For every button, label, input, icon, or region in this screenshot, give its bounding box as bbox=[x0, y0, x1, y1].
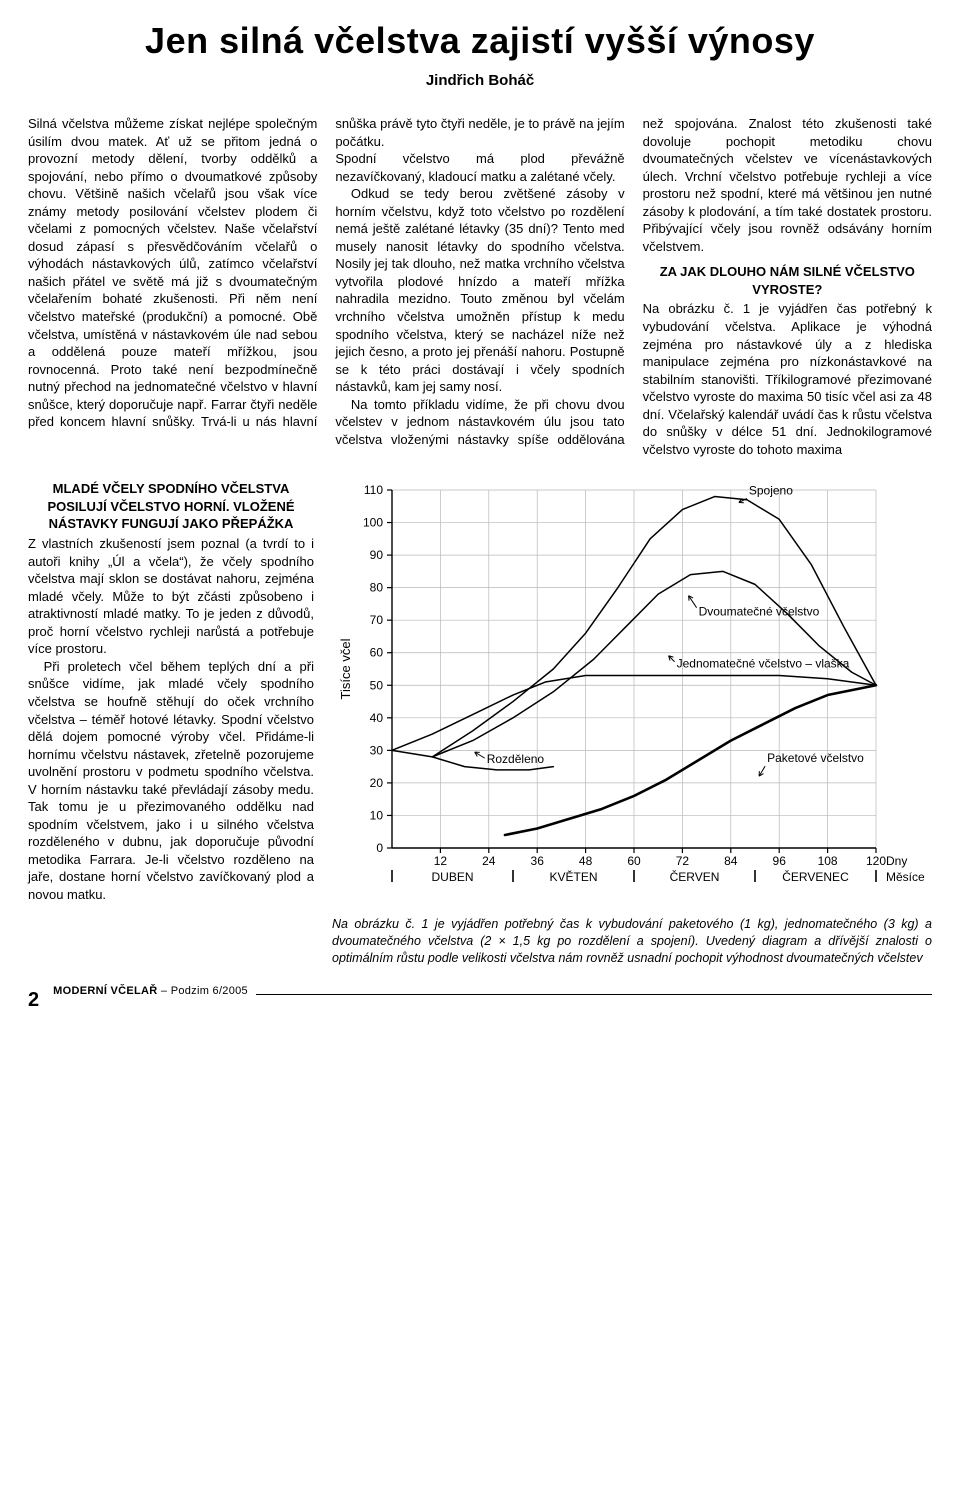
svg-text:20: 20 bbox=[370, 776, 384, 790]
svg-text:Měsíce: Měsíce bbox=[886, 870, 925, 884]
page-number: 2 bbox=[28, 989, 39, 1012]
svg-text:100: 100 bbox=[363, 516, 383, 530]
svg-text:110: 110 bbox=[364, 483, 383, 497]
left-column: MLADÉ VČELY SPODNÍHO VČELSTVA POSILUJÍ V… bbox=[28, 472, 314, 967]
svg-text:70: 70 bbox=[370, 614, 384, 628]
svg-text:60: 60 bbox=[627, 854, 641, 868]
svg-text:ČERVENEC: ČERVENEC bbox=[782, 869, 849, 884]
svg-text:108: 108 bbox=[818, 854, 838, 868]
svg-text:Jednomatečné včelstvo – vlaška: Jednomatečné včelstvo – vlaška bbox=[677, 657, 850, 671]
svg-text:Dny: Dny bbox=[886, 854, 907, 868]
issue: – Podzim 6/2005 bbox=[161, 985, 248, 997]
svg-text:12: 12 bbox=[434, 854, 448, 868]
svg-text:50: 50 bbox=[370, 679, 384, 693]
svg-text:84: 84 bbox=[724, 854, 738, 868]
chart-caption: Na obrázku č. 1 je vyjádřen potřebný čas… bbox=[332, 916, 932, 967]
magazine-name: MODERNÍ VČELAŘ bbox=[53, 985, 157, 997]
svg-text:Paketové včelstvo: Paketové včelstvo bbox=[767, 752, 864, 766]
svg-text:Rozděleno: Rozděleno bbox=[487, 753, 545, 767]
lower-section: MLADÉ VČELY SPODNÍHO VČELSTVA POSILUJÍ V… bbox=[28, 472, 932, 967]
chart-column: 0 10 20 30 40 50 60 70 80 90 100 110 Tisíce včel 12 24… bbox=[332, 472, 932, 967]
paragraph: Odkud se tedy berou zvětšené zásoby v ho… bbox=[335, 185, 624, 396]
svg-text:Dvoumatečné včelstvo: Dvoumatečné včelstvo bbox=[699, 605, 820, 619]
page-footer: 2 MODERNÍ VČELAŘ – Podzim 6/2005 bbox=[28, 989, 932, 1012]
svg-text:30: 30 bbox=[370, 744, 384, 758]
page-title: Jen silná včelstva zajistí vyšší výnosy bbox=[28, 20, 932, 62]
svg-text:Tisíce včel: Tisíce včel bbox=[338, 639, 353, 700]
svg-text:72: 72 bbox=[676, 854, 690, 868]
svg-text:Spojeno: Spojeno bbox=[749, 484, 793, 498]
svg-text:80: 80 bbox=[370, 581, 384, 595]
svg-text:10: 10 bbox=[370, 809, 384, 823]
svg-text:24: 24 bbox=[482, 854, 496, 868]
chart: 0 10 20 30 40 50 60 70 80 90 100 110 Tisíce včel 12 24… bbox=[332, 476, 932, 906]
svg-text:KVĚTEN: KVĚTEN bbox=[549, 869, 597, 884]
body-columns: Silná včelstva můžeme získat nejlépe spo… bbox=[28, 115, 932, 458]
svg-text:0: 0 bbox=[376, 841, 383, 855]
paragraph: Z vlastních zkušeností jsem poznal (a tv… bbox=[28, 535, 314, 658]
svg-text:96: 96 bbox=[773, 854, 787, 868]
paragraph: Při proletech včel během teplých dní a p… bbox=[28, 658, 314, 904]
svg-text:36: 36 bbox=[531, 854, 545, 868]
paragraph: Na obrázku č. 1 je vyjádřen čas potřebný… bbox=[643, 300, 932, 458]
section-heading: ZA JAK DLOUHO NÁM SILNÉ VČELSTVO VYROSTE… bbox=[643, 263, 932, 298]
svg-text:40: 40 bbox=[370, 711, 384, 725]
svg-text:60: 60 bbox=[370, 646, 384, 660]
svg-text:48: 48 bbox=[579, 854, 593, 868]
svg-text:120: 120 bbox=[866, 854, 886, 868]
svg-text:DUBEN: DUBEN bbox=[431, 870, 473, 884]
svg-text:ČERVEN: ČERVEN bbox=[670, 869, 720, 884]
author: Jindřich Boháč bbox=[28, 72, 932, 89]
chart-svg: 0 10 20 30 40 50 60 70 80 90 100 110 Tisíce včel 12 24… bbox=[332, 476, 932, 906]
paragraph: Spodní včelstvo má plod převážně nezavíč… bbox=[335, 150, 624, 185]
svg-text:90: 90 bbox=[370, 548, 384, 562]
section-heading: MLADÉ VČELY SPODNÍHO VČELSTVA POSILUJÍ V… bbox=[28, 480, 314, 533]
